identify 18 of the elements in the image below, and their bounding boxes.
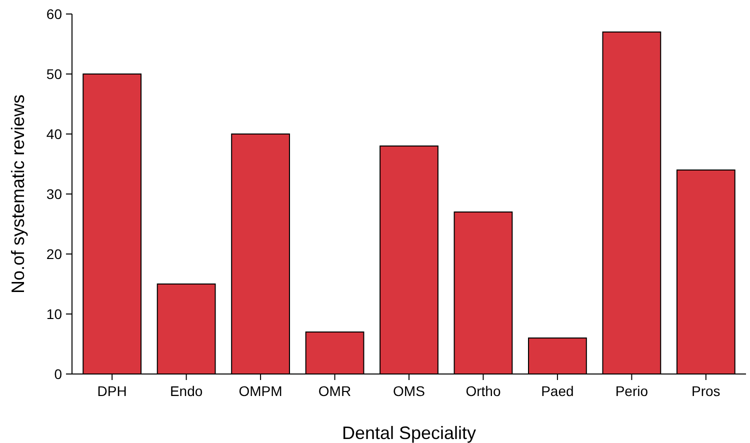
x-tick-label: OMS: [393, 383, 425, 399]
x-tick-label: DPH: [97, 383, 127, 399]
y-axis-title: No.of systematic reviews: [8, 94, 28, 294]
x-tick-label: OMR: [318, 383, 352, 399]
x-tick-label: Ortho: [466, 383, 501, 399]
x-tick-label: OMPM: [238, 383, 282, 399]
y-tick-label: 0: [54, 366, 62, 382]
x-tick-label: Perio: [615, 383, 648, 399]
y-tick-label: 30: [46, 186, 62, 202]
x-tick-label: Paed: [541, 383, 574, 399]
y-tick-label: 40: [46, 126, 62, 142]
y-tick-label: 10: [46, 306, 62, 322]
x-tick-label: Endo: [170, 383, 203, 399]
x-tick-label: Pros: [692, 383, 720, 399]
y-tick-label: 50: [46, 66, 62, 82]
y-tick-label: 60: [46, 6, 62, 22]
x-axis-title: Dental Speciality: [342, 423, 476, 443]
y-tick-label: 20: [46, 246, 62, 262]
